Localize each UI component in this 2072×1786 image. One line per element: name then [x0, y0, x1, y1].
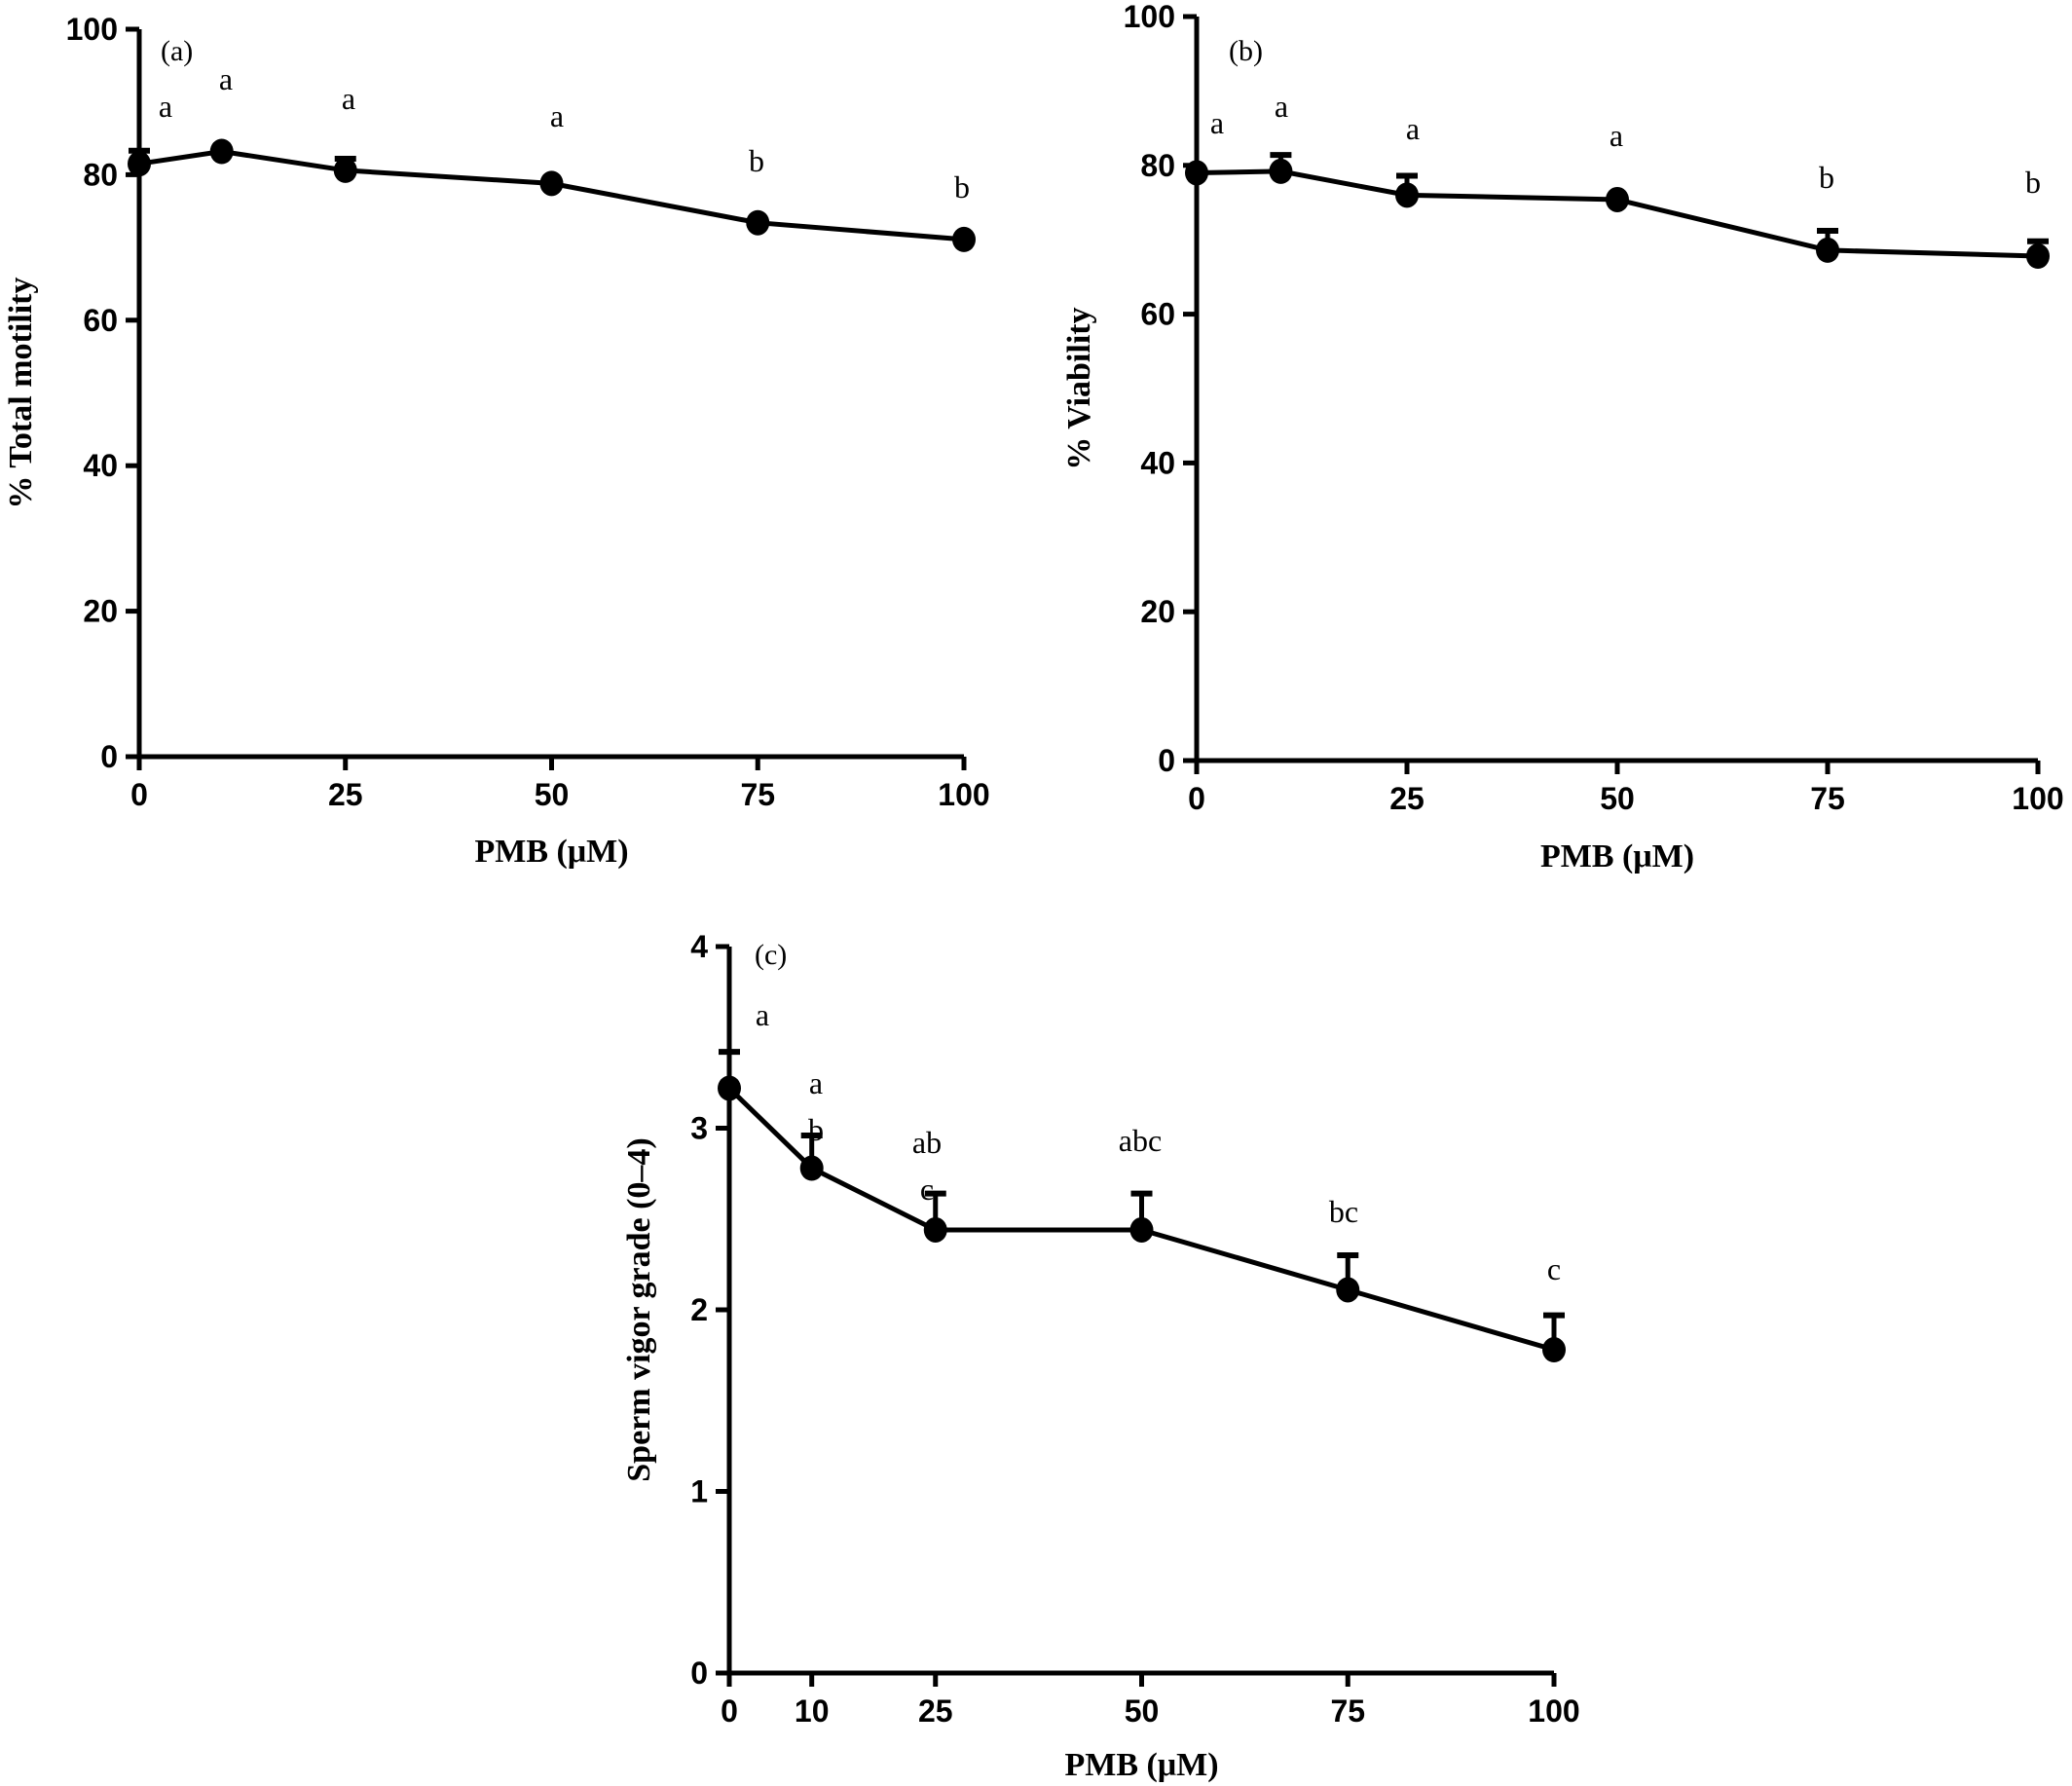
- significance-letter: a: [1275, 89, 1288, 124]
- y-axis-title: % Viability: [1061, 307, 1097, 469]
- y-tick-label: 2: [690, 1292, 708, 1327]
- y-tick-label: 40: [1140, 445, 1175, 480]
- significance-letter: b: [2025, 165, 2041, 200]
- y-tick-label: 40: [83, 448, 118, 483]
- y-tick-label: 20: [1140, 594, 1175, 629]
- data-point: [209, 138, 234, 165]
- data-point: [128, 151, 151, 177]
- x-tick-label: 100: [1528, 1693, 1579, 1729]
- data-point: [539, 170, 564, 197]
- x-tick-label: 75: [740, 777, 775, 812]
- significance-letter: c: [920, 1172, 934, 1207]
- x-tick-label: 100: [2012, 781, 2063, 816]
- data-point: [923, 1216, 947, 1243]
- y-tick-label: 100: [1124, 0, 1175, 34]
- data-point: [1336, 1277, 1360, 1303]
- y-tick-label: 0: [100, 739, 118, 774]
- y-tick-label: 100: [66, 12, 118, 47]
- x-tick-label: 0: [721, 1693, 738, 1729]
- chart-panel-2: 0 20 40 60 80 100 0 25 50 75 100 PMB (μM) % Viabilit…: [1061, 0, 2064, 874]
- series-line: [727, 1086, 1555, 1353]
- significance-letter: b: [749, 143, 764, 178]
- significance-letter: a: [1210, 105, 1224, 140]
- significance-letter: a: [1406, 111, 1420, 146]
- panel-label: (b): [1229, 35, 1263, 67]
- y-tick-label: 0: [1158, 743, 1175, 778]
- y-tick-label: 3: [690, 1111, 708, 1146]
- x-tick-label: 50: [535, 777, 570, 812]
- y-tick-label: 20: [83, 594, 118, 629]
- significance-letter: a: [219, 61, 233, 96]
- x-tick-label: 100: [938, 777, 989, 812]
- significance-letter: b: [1819, 160, 1834, 195]
- x-tick-label: 75: [1810, 781, 1845, 816]
- significance-letter: bc: [1329, 1194, 1358, 1229]
- x-tick-label: 25: [328, 777, 363, 812]
- significance-letter: a: [159, 89, 172, 124]
- x-tick-label: 0: [1188, 781, 1205, 816]
- significance-letter: c: [1547, 1251, 1561, 1286]
- data-point: [1129, 1216, 1154, 1243]
- series-line: [138, 148, 965, 242]
- panel-label: (a): [161, 35, 193, 67]
- significance-letter: a: [1610, 118, 1623, 153]
- x-tick-label: 25: [918, 1693, 953, 1729]
- y-axis-title: % Total motility: [3, 277, 39, 508]
- chart-panel-3: 0 1 2 3 4 0 10 25 50 75 100 PMB (μM) Sperm vigor gra…: [621, 929, 1580, 1783]
- y-tick-label: 60: [83, 303, 118, 338]
- significance-letter: a: [342, 81, 355, 116]
- data-point: [1816, 237, 1839, 263]
- x-axis-title: PMB (μM): [1064, 1747, 1218, 1783]
- y-tick-label: 4: [690, 929, 708, 964]
- significance-letter: a: [809, 1065, 823, 1100]
- significance-letter: b: [808, 1112, 824, 1147]
- y-tick-label: 60: [1140, 297, 1175, 332]
- chart-panel-1: 0 20 40 60 80 100 0 25 50 75 100 PMB (μM) % Total mo…: [3, 12, 990, 870]
- x-axis-title: PMB (μM): [474, 834, 628, 870]
- x-tick-label: 50: [1125, 1693, 1160, 1729]
- data-point: [952, 226, 976, 252]
- panel-label: (c): [755, 939, 787, 971]
- series-line: [1196, 168, 2039, 259]
- x-axis-title: PMB (μM): [1540, 838, 1694, 874]
- x-tick-label: 10: [795, 1693, 830, 1729]
- data-point: [2026, 243, 2050, 270]
- y-tick-label: 80: [83, 157, 118, 192]
- x-tick-label: 0: [130, 777, 148, 812]
- significance-letter: a: [756, 997, 769, 1032]
- y-axis-title: Sperm vigor grade (0–4): [621, 1137, 657, 1481]
- data-point: [799, 1155, 824, 1181]
- data-point: [333, 157, 357, 183]
- data-point: [1269, 158, 1293, 184]
- data-point: [1395, 182, 1419, 208]
- significance-letter: ab: [912, 1125, 942, 1160]
- data-point: [1185, 160, 1208, 186]
- x-tick-label: 75: [1330, 1693, 1365, 1729]
- significance-letter: b: [954, 169, 970, 205]
- y-tick-label: 1: [690, 1474, 708, 1509]
- significance-letter: abc: [1119, 1123, 1162, 1158]
- data-point: [1542, 1337, 1566, 1363]
- y-tick-label: 80: [1140, 148, 1175, 183]
- significance-letter: a: [550, 98, 564, 133]
- x-tick-label: 50: [1600, 781, 1635, 816]
- data-point: [746, 209, 770, 236]
- data-point: [718, 1075, 741, 1101]
- x-tick-label: 25: [1389, 781, 1424, 816]
- y-tick-label: 0: [690, 1656, 708, 1691]
- data-point: [1606, 186, 1629, 212]
